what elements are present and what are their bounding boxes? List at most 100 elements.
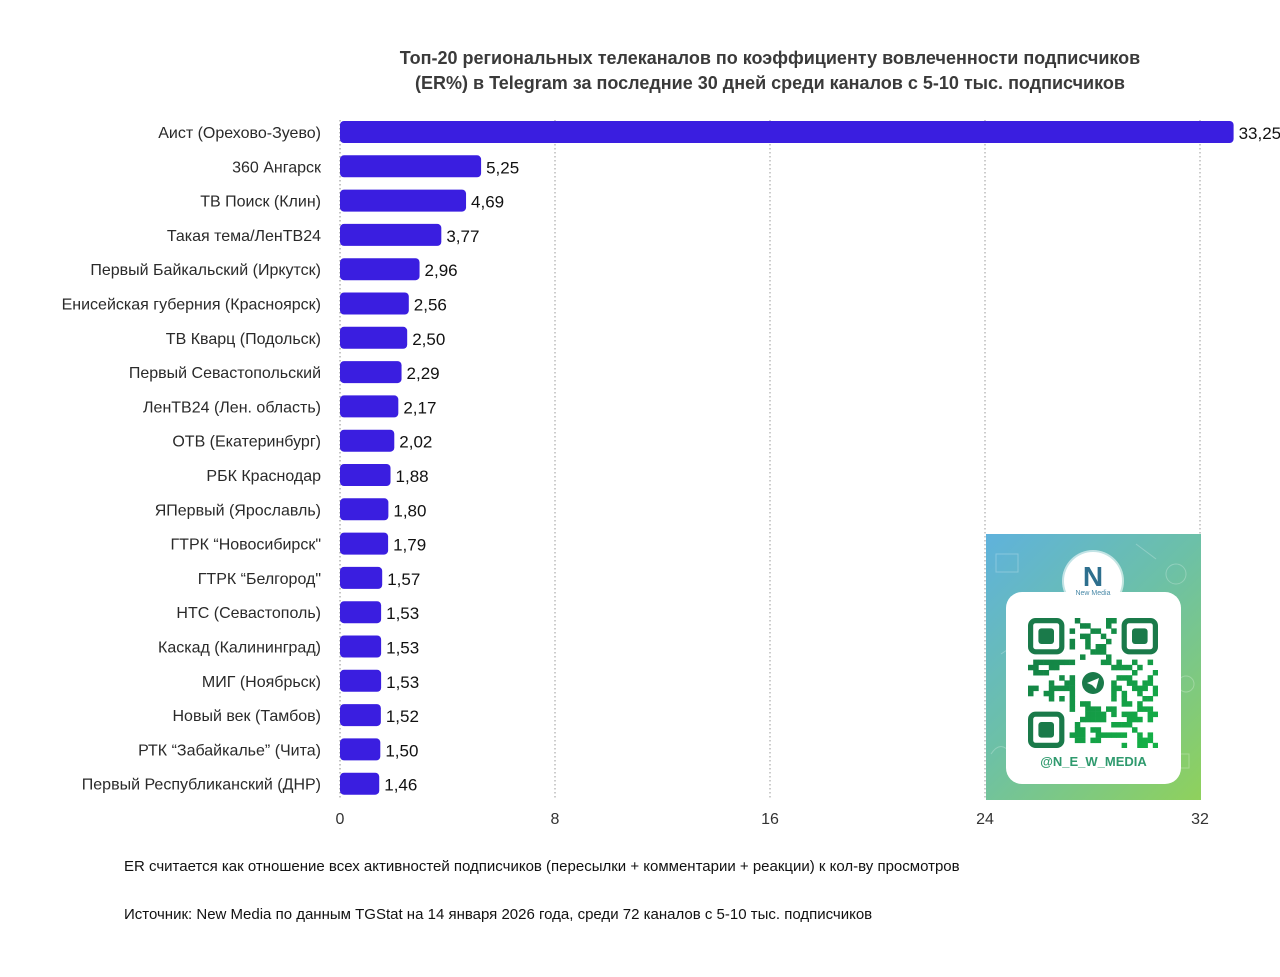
- qr-module: [1080, 716, 1086, 723]
- x-tick-label-0: 0: [336, 811, 345, 828]
- qr-module: [1142, 742, 1148, 748]
- qr-finder-top-right-outer: [1121, 618, 1158, 655]
- category-label-19: Первый Республиканский (ДНР): [82, 777, 321, 794]
- qr-module: [1106, 638, 1112, 645]
- bar-17: [340, 704, 381, 727]
- qr-module: [1106, 618, 1112, 624]
- category-label-18: РТК “Забайкалье” (Чита): [138, 742, 321, 759]
- qr-module: [1132, 659, 1138, 666]
- qr-module: [1043, 690, 1050, 697]
- qr-module: [1054, 659, 1060, 666]
- value-label-7: 2,29: [407, 364, 440, 383]
- qr-module: [1069, 644, 1076, 650]
- qr-module: [1142, 685, 1148, 692]
- qr-module: [1074, 618, 1081, 624]
- bar-14: [340, 601, 382, 624]
- qr-module: [1111, 618, 1117, 624]
- bar-3: [340, 223, 442, 246]
- qr-module: [1033, 659, 1039, 666]
- value-label-5: 2,56: [414, 296, 447, 315]
- value-label-13: 1,57: [387, 570, 420, 589]
- qr-handle[interactable]: @N_E_W_MEDIA: [1040, 754, 1147, 769]
- qr-module: [1116, 732, 1122, 738]
- qr-module: [1121, 696, 1128, 702]
- qr-module: [1121, 732, 1128, 738]
- qr-module: [1132, 670, 1138, 676]
- qr-module: [1116, 722, 1122, 728]
- qr-module: [1111, 690, 1117, 697]
- value-label-10: 1,88: [396, 467, 429, 486]
- qr-module: [1069, 701, 1076, 707]
- qr-module: [1080, 732, 1086, 738]
- qr-module: [1048, 685, 1055, 692]
- telegram-plane-icon: [1087, 678, 1099, 689]
- qr-module: [1069, 696, 1076, 702]
- qr-module: [1106, 623, 1112, 629]
- bar-10: [340, 464, 391, 486]
- value-label-11: 1,80: [393, 501, 426, 520]
- telegram-qr-code-icon[interactable]: [1028, 618, 1158, 748]
- qr-module: [1126, 722, 1133, 728]
- qr-module: [1111, 680, 1117, 686]
- qr-module: [1080, 633, 1086, 640]
- category-label-11: ЯПервый (Ярославль): [155, 502, 321, 519]
- value-label-2: 4,69: [471, 193, 504, 212]
- qr-module: [1028, 664, 1034, 671]
- value-label-6: 2,50: [412, 330, 445, 349]
- category-label-17: Новый век (Тамбов): [173, 708, 322, 725]
- chart-title-line-2: (ER%) в Telegram за последние 30 дней ср…: [415, 73, 1125, 93]
- qr-module: [1152, 742, 1158, 748]
- qr-module: [1074, 722, 1081, 728]
- qr-module: [1090, 649, 1096, 655]
- qr-module: [1106, 732, 1112, 738]
- qr-module: [1095, 649, 1102, 655]
- qr-module: [1090, 716, 1096, 723]
- qr-module: [1121, 711, 1128, 718]
- value-label-8: 2,17: [403, 398, 436, 417]
- qr-module: [1090, 706, 1096, 712]
- qr-module: [1100, 649, 1107, 655]
- bar-6: [340, 326, 408, 349]
- value-label-3: 3,77: [446, 227, 479, 246]
- qr-module: [1152, 670, 1158, 676]
- qr-module: [1142, 696, 1148, 702]
- qr-module: [1132, 685, 1138, 692]
- bar-8: [340, 395, 399, 418]
- qr-module: [1111, 685, 1117, 692]
- qr-card[interactable]: @N_E_W_MEDIA N New Media: [986, 534, 1201, 800]
- qr-module: [1095, 727, 1102, 733]
- qr-module: [1090, 628, 1096, 634]
- bar-0: [340, 121, 1234, 143]
- value-label-19: 1,46: [384, 776, 417, 795]
- qr-module: [1085, 644, 1091, 650]
- qr-module: [1085, 711, 1091, 718]
- qr-module: [1152, 685, 1158, 692]
- qr-module: [1116, 659, 1122, 666]
- qr-module: [1064, 680, 1070, 686]
- source-note: Источник: New Media по данным TGStat на …: [124, 906, 873, 923]
- qr-module: [1111, 664, 1117, 671]
- qr-module: [1028, 685, 1034, 692]
- qr-module: [1137, 742, 1143, 748]
- qr-module: [1126, 680, 1133, 686]
- qr-module: [1121, 675, 1128, 681]
- category-label-16: МИГ (Ноябрьск): [202, 674, 321, 691]
- qr-module: [1106, 654, 1112, 660]
- category-label-10: РБК Краснодар: [206, 468, 321, 485]
- x-tick-label-16: 16: [761, 811, 779, 828]
- new-media-logo-mark: N: [1082, 561, 1104, 592]
- category-label-9: ОТВ (Екатеринбург): [172, 434, 321, 451]
- qr-panel[interactable]: @N_E_W_MEDIA: [1006, 592, 1181, 784]
- qr-finder-top-left-outer: [1028, 618, 1065, 655]
- qr-module: [1085, 638, 1091, 645]
- qr-module: [1080, 737, 1086, 744]
- qr-module: [1111, 711, 1117, 718]
- qr-module: [1095, 732, 1102, 738]
- bar-7: [340, 361, 402, 384]
- qr-module: [1085, 716, 1091, 723]
- qr-module: [1064, 685, 1070, 692]
- er-definition-note: ER считается как отношение всех активнос…: [124, 858, 960, 875]
- qr-module: [1147, 732, 1154, 738]
- qr-module: [1043, 659, 1050, 666]
- category-label-0: Аист (Орехово-Зуево): [158, 125, 321, 142]
